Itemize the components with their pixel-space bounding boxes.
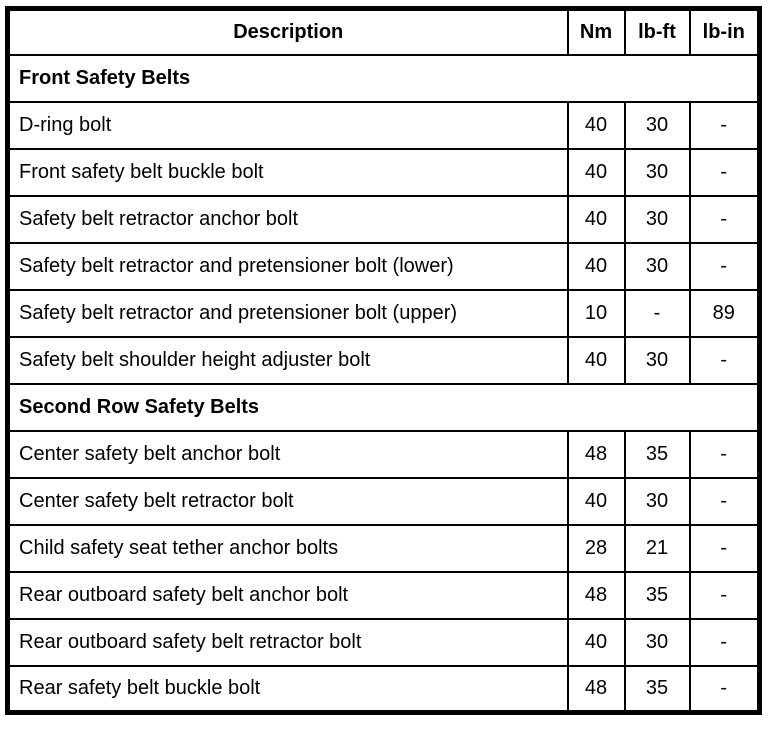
table-row: Front safety belt buckle bolt 40 30-	[6, 147, 761, 197]
row-lb-ft-value: 35	[623, 664, 691, 714]
row-nm-value: 40	[566, 194, 626, 244]
row-description: Safety belt retractor anchor bolt	[6, 194, 569, 244]
column-header-description: Description	[6, 7, 569, 56]
row-lb-ft-value: 30	[623, 194, 691, 244]
row-description: D-ring bolt	[6, 100, 569, 150]
row-nm-value: 10	[566, 288, 626, 338]
row-lb-in-value: -	[688, 100, 761, 150]
table-row: Rear outboard safety belt retractor bolt…	[6, 617, 761, 667]
table-row: Safety belt retractor and pretensioner b…	[6, 241, 761, 291]
row-lb-ft-value: 30	[623, 335, 691, 385]
section-row-second-row-safety-belts: Second Row Safety Belts	[6, 382, 761, 432]
table-row: Safety belt retractor anchor bolt 40 30-	[6, 194, 761, 244]
row-nm-value: 48	[566, 664, 626, 714]
table-row: Center safety belt retractor bolt 40 30-	[6, 476, 761, 526]
column-header-lb-ft: lb-ft	[623, 7, 691, 56]
row-description: Child safety seat tether anchor bolts	[6, 523, 569, 573]
row-lb-in-value: -	[688, 476, 761, 526]
row-description: Center safety belt retractor bolt	[6, 476, 569, 526]
row-lb-in-value: -	[688, 241, 761, 291]
row-nm-value: 40	[566, 241, 626, 291]
row-lb-ft-value: 21	[623, 523, 691, 573]
row-lb-ft-value: 30	[623, 100, 691, 150]
section-title: Second Row Safety Belts	[6, 382, 761, 432]
table-row: Center safety belt anchor bolt 48 35-	[6, 429, 761, 479]
row-description: Front safety belt buckle bolt	[6, 147, 569, 197]
row-description: Rear outboard safety belt anchor bolt	[6, 570, 569, 620]
row-lb-in-value: -	[688, 429, 761, 479]
row-nm-value: 40	[566, 476, 626, 526]
row-lb-in-value: -	[688, 194, 761, 244]
row-lb-ft-value: 30	[623, 617, 691, 667]
table-row: Safety belt shoulder height adjuster bol…	[6, 335, 761, 385]
section-row-front-safety-belts: Front Safety Belts	[6, 53, 761, 103]
row-nm-value: 40	[566, 617, 626, 667]
row-lb-in-value: -	[688, 617, 761, 667]
row-lb-in-value: -	[688, 664, 761, 714]
section-title: Front Safety Belts	[6, 53, 761, 103]
table-row: Rear outboard safety belt anchor bolt 48 3…	[6, 570, 761, 620]
row-lb-ft-value: 30	[623, 147, 691, 197]
row-lb-in-value: 89	[688, 288, 761, 338]
row-description: Safety belt shoulder height adjuster bol…	[6, 335, 569, 385]
row-lb-in-value: -	[688, 335, 761, 385]
row-lb-in-value: -	[688, 570, 761, 620]
row-nm-value: 40	[566, 100, 626, 150]
row-lb-in-value: -	[688, 523, 761, 573]
torque-spec-table: Description Nm lb-ft lb-in Front Safety …	[5, 6, 762, 715]
row-description: Safety belt retractor and pretensioner b…	[6, 288, 569, 338]
row-lb-ft-value: 35	[623, 570, 691, 620]
table-row: Rear safety belt buckle bolt 48 35-	[6, 664, 761, 714]
row-lb-ft-value: 35	[623, 429, 691, 479]
row-lb-ft-value: -	[623, 288, 691, 338]
row-nm-value: 40	[566, 335, 626, 385]
table-row: Child safety seat tether anchor bolts 28 2…	[6, 523, 761, 573]
row-description: Rear outboard safety belt retractor bolt	[6, 617, 569, 667]
column-header-lb-in: lb-in	[688, 7, 761, 56]
header-row: Description Nm lb-ft lb-in	[6, 7, 761, 56]
table-row: D-ring bolt 40 30-	[6, 100, 761, 150]
column-header-nm: Nm	[566, 7, 626, 56]
row-nm-value: 40	[566, 147, 626, 197]
row-description: Safety belt retractor and pretensioner b…	[6, 241, 569, 291]
row-lb-ft-value: 30	[623, 476, 691, 526]
row-nm-value: 48	[566, 570, 626, 620]
row-nm-value: 48	[566, 429, 626, 479]
row-description: Rear safety belt buckle bolt	[6, 664, 569, 714]
row-nm-value: 28	[566, 523, 626, 573]
table-row: Safety belt retractor and pretensioner b…	[6, 288, 761, 338]
row-lb-in-value: -	[688, 147, 761, 197]
table-body: Front Safety Belts D-ring bolt 40 30- Front …	[6, 53, 761, 714]
row-description: Center safety belt anchor bolt	[6, 429, 569, 479]
row-lb-ft-value: 30	[623, 241, 691, 291]
